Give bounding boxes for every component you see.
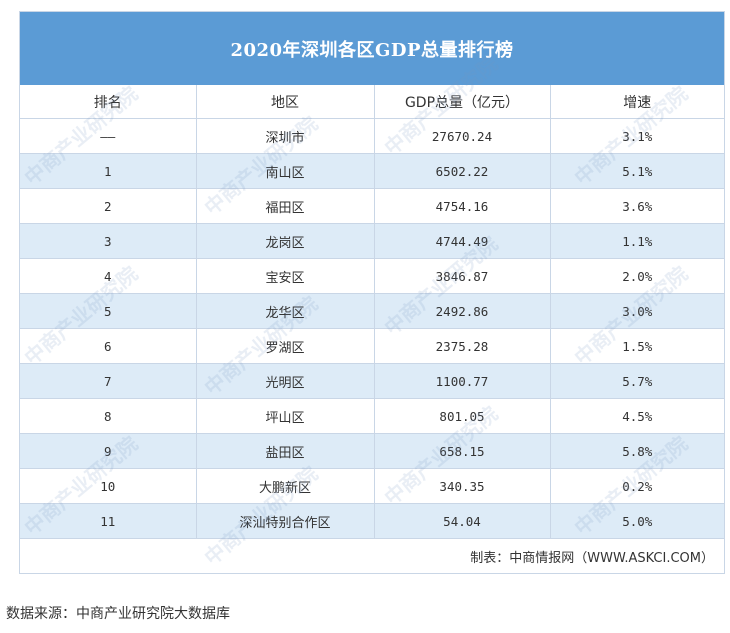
- cell-growth: 3.1%: [550, 118, 724, 154]
- cell-district: 福田区: [196, 188, 375, 224]
- cell-gdp: 4754.16: [374, 188, 551, 224]
- cell-gdp: 658.15: [374, 433, 551, 469]
- cell-district: 罗湖区: [196, 328, 375, 364]
- table-row: 4 宝安区 3846.87 2.0%: [20, 258, 724, 294]
- cell-rank: 8: [20, 398, 197, 434]
- cell-rank: 9: [20, 433, 197, 469]
- cell-district: 宝安区: [196, 258, 375, 294]
- cell-growth: 5.1%: [550, 153, 724, 189]
- table-row: 2 福田区 4754.16 3.6%: [20, 188, 724, 224]
- table-row: 10 大鹏新区 340.35 0.2%: [20, 468, 724, 504]
- gdp-ranking-table: 2020年深圳各区GDP总量排行榜 排名 地区 GDP总量（亿元） 增速 —— 深…: [19, 11, 725, 574]
- column-header-gdp: GDP总量（亿元）: [374, 85, 551, 119]
- table-row: 11 深汕特别合作区 54.04 5.0%: [20, 503, 724, 539]
- cell-gdp: 340.35: [374, 468, 551, 504]
- cell-rank: 2: [20, 188, 197, 224]
- cell-gdp: 3846.87: [374, 258, 551, 294]
- cell-growth: 5.8%: [550, 433, 724, 469]
- table-body: —— 深圳市 27670.24 3.1% 1 南山区 6502.22 5.1% 2 福田区 4754…: [20, 118, 724, 539]
- cell-rank: 1: [20, 153, 197, 189]
- cell-district: 坪山区: [196, 398, 375, 434]
- cell-rank: ——: [20, 118, 197, 154]
- cell-growth: 4.5%: [550, 398, 724, 434]
- cell-rank: 3: [20, 223, 197, 259]
- cell-growth: 3.0%: [550, 293, 724, 329]
- table-row: —— 深圳市 27670.24 3.1%: [20, 118, 724, 154]
- column-header-growth: 增速: [550, 85, 724, 119]
- cell-growth: 2.0%: [550, 258, 724, 294]
- cell-gdp: 2492.86: [374, 293, 551, 329]
- cell-district: 龙华区: [196, 293, 375, 329]
- cell-gdp: 1100.77: [374, 363, 551, 399]
- cell-rank: 7: [20, 363, 197, 399]
- table-row: 5 龙华区 2492.86 3.0%: [20, 293, 724, 329]
- cell-rank: 11: [20, 503, 197, 539]
- cell-growth: 5.0%: [550, 503, 724, 539]
- cell-rank: 6: [20, 328, 197, 364]
- cell-district: 光明区: [196, 363, 375, 399]
- cell-growth: 1.5%: [550, 328, 724, 364]
- cell-gdp: 4744.49: [374, 223, 551, 259]
- cell-district: 深圳市: [196, 118, 375, 154]
- column-header-district: 地区: [196, 85, 375, 119]
- cell-growth: 3.6%: [550, 188, 724, 224]
- data-table: 排名 地区 GDP总量（亿元） 增速 —— 深圳市 27670.24 3.1% 1 南山区…: [20, 85, 724, 539]
- table-row: 3 龙岗区 4744.49 1.1%: [20, 223, 724, 259]
- cell-rank: 10: [20, 468, 197, 504]
- cell-district: 龙岗区: [196, 223, 375, 259]
- cell-gdp: 801.05: [374, 398, 551, 434]
- cell-district: 大鹏新区: [196, 468, 375, 504]
- cell-rank: 4: [20, 258, 197, 294]
- table-row: 9 盐田区 658.15 5.8%: [20, 433, 724, 469]
- cell-gdp: 2375.28: [374, 328, 551, 364]
- header-row: 排名 地区 GDP总量（亿元） 增速: [20, 85, 724, 119]
- cell-growth: 1.1%: [550, 223, 724, 259]
- table-row: 1 南山区 6502.22 5.1%: [20, 153, 724, 189]
- cell-gdp: 54.04: [374, 503, 551, 539]
- cell-rank: 5: [20, 293, 197, 329]
- column-header-rank: 排名: [20, 85, 197, 119]
- cell-district: 深汕特别合作区: [196, 503, 375, 539]
- cell-growth: 0.2%: [550, 468, 724, 504]
- cell-district: 南山区: [196, 153, 375, 189]
- cell-growth: 5.7%: [550, 363, 724, 399]
- cell-gdp: 27670.24: [374, 118, 551, 154]
- table-title: 2020年深圳各区GDP总量排行榜: [20, 12, 724, 85]
- table-row: 7 光明区 1100.77 5.7%: [20, 363, 724, 399]
- table-row: 6 罗湖区 2375.28 1.5%: [20, 328, 724, 364]
- table-credit: 制表：中商情报网（WWW.ASKCI.COM）: [20, 539, 724, 573]
- cell-district: 盐田区: [196, 433, 375, 469]
- cell-gdp: 6502.22: [374, 153, 551, 189]
- data-source-note: 数据来源：中商产业研究院大数据库: [6, 606, 230, 622]
- table-row: 8 坪山区 801.05 4.5%: [20, 398, 724, 434]
